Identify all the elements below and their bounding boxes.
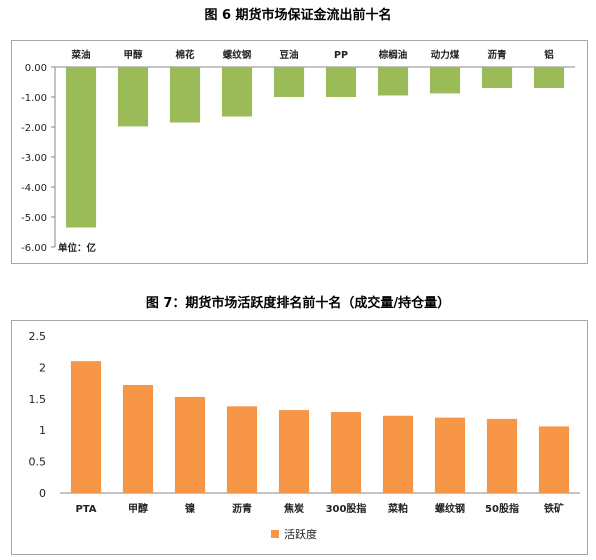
chart2-category-label: 300股指: [326, 502, 367, 515]
chart1-y-tick-label: -3.00: [21, 153, 47, 164]
chart2-y-tick-label: 1: [39, 424, 46, 437]
chart2-bar: [538, 426, 570, 493]
chart2-bar: [434, 417, 466, 493]
chart1-bar: [533, 67, 565, 88]
chart2-category-label: 镍: [185, 502, 195, 515]
chart1-bar: [117, 67, 149, 127]
chart2-bar: [486, 418, 518, 493]
chart1-title: 图 6 期货市场保证金流出前十名: [204, 8, 392, 23]
chart2-category-label: PTA: [75, 504, 96, 515]
chart1-bar: [221, 67, 253, 117]
chart2-category-label: 菜粕: [387, 502, 408, 515]
chart1-category-label: 棉花: [175, 49, 195, 61]
chart1-y-tick-label: -2.00: [21, 123, 47, 134]
chart1-category-label: 动力煤: [431, 49, 460, 61]
chart2-category-label: 铁矿: [544, 502, 564, 515]
chart2-bar: [382, 415, 414, 493]
chart2-category-label: 甲醇: [128, 502, 148, 515]
chart2-category-label: 焦炭: [283, 502, 304, 515]
chart2-legend-label: 活跃度: [284, 527, 317, 541]
chart1-bar: [377, 67, 409, 96]
chart2-bar: [330, 411, 362, 493]
chart2-bar: [122, 384, 154, 493]
chart1-y-tick-label: -6.00: [21, 243, 47, 254]
chart2-bar: [174, 396, 206, 493]
chart1-unit-annotation: 单位：亿: [58, 242, 97, 254]
chart1-category-label: 螺纹钢: [223, 49, 252, 61]
chart1-y-tick-label: 0.00: [25, 63, 47, 74]
chart1-category-label: 菜油: [70, 49, 90, 61]
chart1-category-label: 豆油: [279, 49, 298, 61]
chart2-category-label: 沥青: [232, 502, 252, 515]
chart1-bar: [65, 67, 97, 228]
chart2-y-tick-label: 1.5: [29, 393, 47, 406]
chart1-bar: [273, 67, 305, 97]
chart1-bar: [429, 67, 461, 94]
chart1-category-label: 铝: [544, 49, 554, 61]
chart1-bar: [325, 67, 357, 97]
chart1-y-tick-label: -5.00: [21, 213, 47, 224]
chart2-bar: [278, 410, 310, 493]
chart1-bar: [169, 67, 201, 123]
chart1-category-label: PP: [334, 50, 348, 61]
chart1-bar: [481, 67, 513, 88]
chart2-y-tick-label: 0: [39, 487, 46, 500]
chart1-y-tick-label: -1.00: [21, 93, 47, 104]
chart1-category-label: 甲醇: [123, 49, 143, 61]
chart2-y-tick-label: 0.5: [29, 456, 47, 469]
chart1-category-label: 棕榈油: [378, 49, 408, 61]
chart2-y-tick-label: 2: [39, 361, 46, 374]
chart2-y-tick-label: 2.5: [29, 330, 47, 343]
chart1-category-label: 沥青: [487, 49, 507, 61]
chart2-title: 图 7：期货市场活跃度排名前十名（成交量/持仓量）: [145, 296, 451, 311]
chart1-y-tick-label: -4.00: [21, 183, 47, 194]
chart2-bar: [70, 361, 102, 493]
chart2-bar: [226, 406, 258, 493]
chart2-category-label: 50股指: [485, 502, 519, 515]
chart2-legend-swatch: [271, 530, 279, 538]
chart2-category-label: 螺纹钢: [435, 502, 465, 515]
